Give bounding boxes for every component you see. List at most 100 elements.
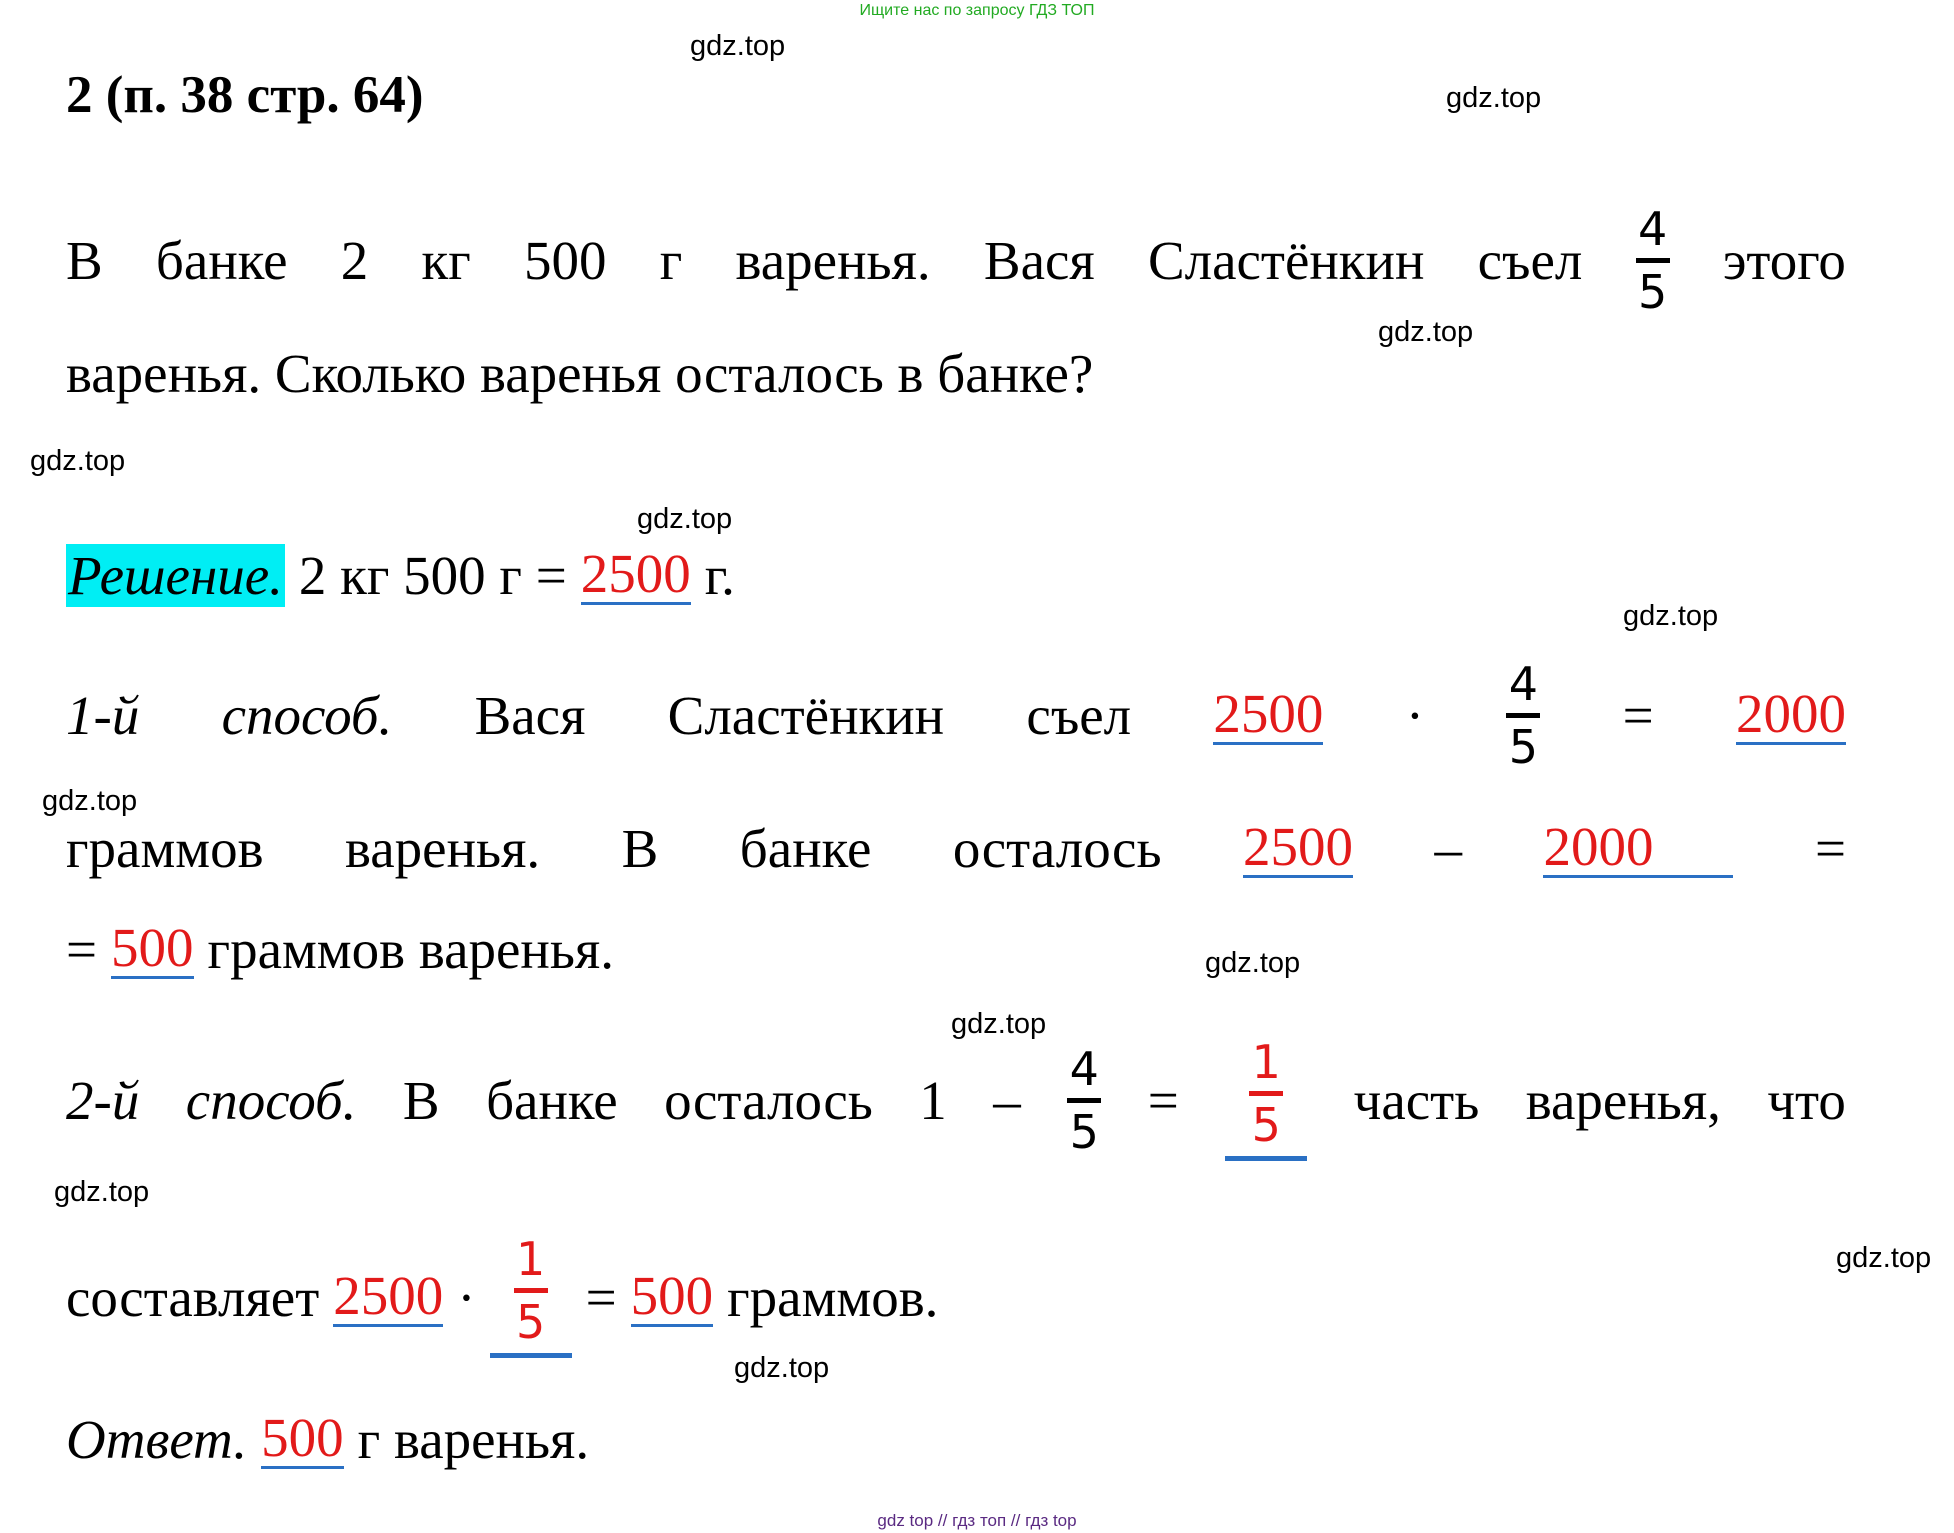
watermark: gdz.top [951,1008,1047,1040]
problem-word: варенья. [735,229,931,291]
method2-word: составляет [66,1266,320,1328]
answer-line: Ответ. 500 г варенья. [66,1404,1846,1474]
equals-sign: = [66,918,98,980]
watermark: gdz.top [637,503,733,535]
method2-word: банке [486,1069,618,1131]
fraction-numerator: 4 [1508,656,1538,711]
method2-label: 2-й [66,1069,140,1131]
answer-value: 2500 [1243,815,1354,878]
equals-sign: = [1622,684,1654,746]
problem-word: Сластёнкин [1147,229,1425,291]
answer-value: 2000 [1735,682,1846,745]
answer-value: 2500 [1213,682,1324,745]
fraction-bar [1067,1097,1102,1103]
problem-word: этого [1722,229,1846,291]
problem-word: В [66,229,103,291]
answer-value: 500 [261,1406,344,1469]
fraction-bar [1635,257,1670,263]
method2-word: осталось [664,1069,873,1131]
watermark: gdz.top [1205,947,1301,979]
method1-word: съел [1026,684,1132,746]
solution-label: Решение. [66,543,285,607]
problem-line-2: варенья. Сколько варенья осталось в банк… [66,338,1846,408]
method2-number: 1 [919,1069,947,1131]
problem-word: банке [155,229,288,291]
method2-word: варенья, [1525,1069,1721,1131]
method1-word: варенья. [345,817,541,879]
answer-value: 2000 [1543,819,1734,878]
conversion-unit: г. [704,544,735,606]
footer-watermark: gdz top // гдз топ // гдз top [877,1511,1077,1530]
watermark: gdz.top [42,785,138,817]
minus-sign: – [993,1069,1021,1131]
multiply-sign: · [457,1266,476,1328]
method1-word: Вася [474,684,586,746]
fraction-denominator: 5 [1508,719,1538,774]
page-title: 2 (п. 38 стр. 64) [66,66,424,124]
watermark: gdz.top [734,1352,830,1384]
fraction-denominator: 5 [1069,1104,1099,1159]
method2-text: граммов. [727,1266,939,1328]
equals-sign: = [1814,817,1846,879]
fraction-numerator: 4 [1637,201,1668,256]
method1-word: Сластёнкин [667,684,945,746]
method2-label: способ. [185,1069,357,1131]
fraction-numerator: 1 [515,1232,546,1286]
fraction: 4 5 [1635,201,1670,319]
problem-text: варенья. Сколько варенья осталось в банк… [66,342,1094,404]
method2-line-2: составляет 2500 · 1 5 = 500 граммов. [66,1222,1846,1372]
problem-word: 2 [340,229,369,291]
problem-word: г [659,229,683,291]
method1-line-2: граммов варенья. В банке осталось 2500 –… [66,813,1846,883]
answer-fraction: 1 5 [1225,1035,1308,1161]
watermark: gdz.top [1836,1242,1932,1274]
answer-fraction: 1 5 [489,1232,572,1358]
method2-word: что [1767,1069,1846,1131]
problem-word: Вася [983,229,1095,291]
top-banner: Ищите нас по запросу ГДЗ ТОП [859,2,1095,19]
multiply-sign: · [1405,684,1425,746]
fraction-bar [1249,1091,1284,1096]
answer-label: Ответ. [66,1408,248,1470]
fraction-denominator: 5 [1637,264,1668,319]
answer-text: г варенья. [357,1408,590,1470]
problem-line-1: В банке 2 кг 500 г варенья. Вася Сластён… [66,200,1846,320]
method1-word: В [621,817,659,879]
solution-line: Решение. 2 кг 500 г = 2500 г. [66,540,1846,610]
method2-line-1: 2-й способ. В банке осталось 1 – 4 5 = 1… [66,1025,1846,1175]
answer-value: 500 [630,1264,714,1327]
problem-word: кг [421,229,471,291]
watermark: gdz.top [30,445,126,477]
fraction-numerator: 1 [1251,1035,1281,1089]
watermark: gdz.top [1446,82,1542,114]
answer-value: 2500 [580,542,691,605]
answer-value: 2500 [333,1264,444,1327]
problem-word: съел [1477,229,1583,291]
watermark: gdz.top [54,1176,150,1208]
fraction-denominator: 5 [515,1295,546,1349]
method1-label: 1-й [66,684,140,746]
fraction-bar [513,1288,548,1293]
method2-word: часть [1353,1069,1480,1131]
equals-sign: = [1147,1069,1179,1131]
conversion-text: 2 кг 500 г = [298,544,567,606]
fraction-numerator: 4 [1069,1041,1099,1096]
fraction: 4 5 [1506,656,1541,774]
watermark: gdz.top [1378,316,1474,348]
method1-word: банке [739,817,872,879]
watermark: gdz.top [690,30,786,62]
method2-word: В [402,1069,440,1131]
method1-line-1: 1-й способ. Вася Сластёнкин съел 2500 · … [66,650,1846,780]
watermark: gdz.top [1623,600,1719,632]
equals-sign: = [585,1266,617,1328]
method1-line-3: = 500 граммов варенья. [66,914,1846,984]
fraction: 4 5 [1067,1041,1102,1159]
method1-word: осталось [952,817,1162,879]
problem-word: 500 [524,229,607,291]
answer-value: 500 [111,916,194,979]
fraction-denominator: 5 [1251,1098,1281,1152]
method1-label: способ. [221,684,393,746]
method1-word: граммов [66,817,264,879]
method1-text: граммов варенья. [207,918,614,980]
minus-sign: – [1434,817,1463,879]
